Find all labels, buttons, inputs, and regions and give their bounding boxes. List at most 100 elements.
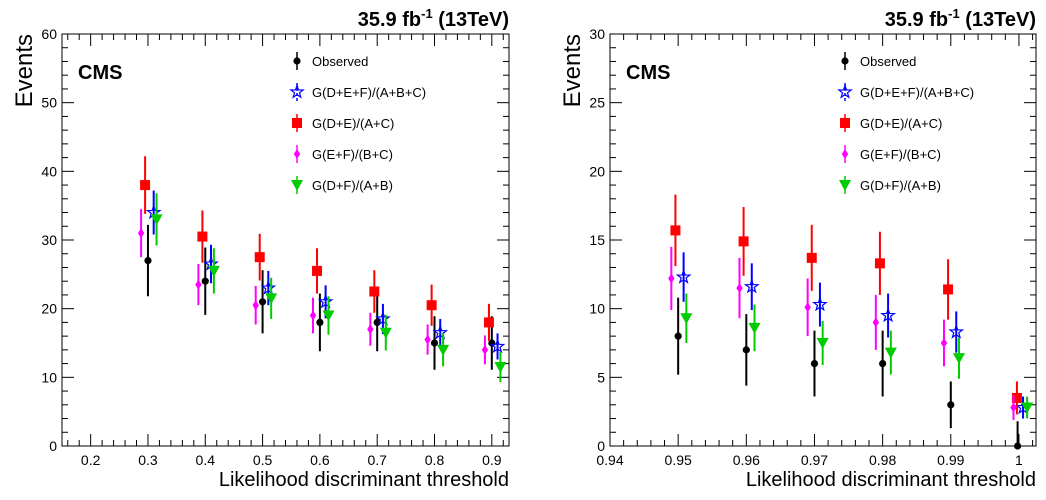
data-point [874,258,885,269]
data-point [483,317,494,328]
data-point [432,324,449,340]
data-point [806,252,817,263]
data-point [254,252,265,263]
series-de_ac [140,156,494,341]
legend-marker [839,180,851,191]
data-point [1011,392,1022,403]
data-point [748,322,761,334]
x-axis-label: Likelihood discriminant threshold [219,469,509,491]
legend-item-df_ab: G(D+F)/(A+B) [839,176,941,194]
series-observed [674,297,1022,450]
data-point [879,360,887,368]
series-total [675,252,1031,419]
series-ef_bc [137,209,489,365]
data-point [680,313,693,325]
plot-frame [61,33,510,447]
data-point [940,338,948,348]
data-point [252,300,259,311]
data-point [670,225,681,236]
data-point [312,265,323,276]
data-point [258,298,267,306]
legend-label: G(D+E+F)/(A+B+C) [860,85,974,100]
data-point [207,265,220,277]
x-tick-label: 0.3 [138,452,158,468]
series-observed [144,224,496,370]
legend-marker [841,149,849,159]
legend-label: G(D+E)/(A+C) [860,116,942,131]
data-point [197,231,208,242]
y-tick-label: 15 [589,232,605,248]
legend-item-de_ac: G(D+E)/(A+C) [840,114,942,132]
luminosity-label: 35.9 fb-1 (13TeV) [885,6,1036,31]
data-point [880,307,897,323]
data-point [375,310,391,326]
series-total [145,190,506,360]
legend: Observed G(D+E+F)/(A+B+C) G(D+E)/(A+C) G(E+… [289,52,426,194]
legend-item-ef_bc: G(E+F)/(B+C) [841,145,941,163]
legend-item-total: G(D+E+F)/(A+B+C) [837,83,974,101]
legend-marker [837,83,853,99]
data-point [816,338,829,349]
data-point [810,360,819,368]
x-tick-label: 0.7 [367,452,387,468]
legend-marker [291,180,303,191]
data-point [150,214,163,226]
lumi-exponent: -1 [421,6,433,21]
data-point [812,296,828,312]
data-point [316,318,324,326]
energy-label: (13TeV) [960,9,1036,31]
legend-item-observed: Observed [841,52,916,70]
y-tick-label: 20 [41,301,57,317]
series-ef_bc [668,246,1017,420]
lumi-exponent: -1 [948,6,960,21]
x-tick-label: 0.6 [310,452,330,468]
legend: Observed G(D+E+F)/(A+B+C) G(D+E)/(A+C) G(E+… [837,52,974,194]
x-tick-label: 0.2 [81,452,101,468]
legend-item-total: G(D+E+F)/(A+B+C) [289,83,426,101]
data-point [309,310,317,321]
data-point [317,293,334,309]
legend-label: G(E+F)/(B+C) [860,147,941,162]
legend-marker [292,118,302,128]
data-point [742,346,750,354]
data-point [804,302,811,313]
y-tick-label: 30 [589,26,605,42]
data-point [494,362,507,374]
data-point [437,344,450,356]
series-df_ab [680,293,1034,419]
data-point [675,268,692,284]
data-point [738,236,749,247]
data-point [952,353,965,365]
data-point [1021,402,1034,414]
data-point [743,278,760,294]
x-tick-label: 0.9 [482,452,502,468]
x-axis-label: Likelihood discriminant threshold [746,469,1036,491]
data-point [369,286,380,297]
legend-marker [289,83,305,99]
legend-marker [293,57,301,65]
data-point [367,324,374,335]
legend-label: G(D+F)/(A+B) [860,178,941,193]
x-tick-label: 0.4 [196,452,216,468]
data-point [668,273,675,284]
data-point [947,401,955,409]
legend-label: G(D+E)/(A+C) [312,116,394,131]
x-tick-label: 1 [1015,452,1023,468]
legend-marker [293,149,301,159]
legend-label: Observed [312,54,368,69]
y-tick-label: 20 [589,163,605,179]
legend-item-de_ac: G(D+E)/(A+C) [292,114,394,132]
legend-item-df_ab: G(D+F)/(A+B) [291,176,393,194]
x-tick-label: 0.94 [596,452,623,468]
y-tick-label: 50 [41,95,57,111]
y-tick-label: 5 [597,369,605,385]
y-tick-label: 25 [589,95,605,111]
data-point [943,284,954,295]
legend-label: G(D+F)/(A+B) [312,178,393,193]
cms-label: CMS [626,62,670,84]
series-df_ab [150,193,507,383]
data-point [872,317,880,328]
data-point [379,327,392,339]
data-point [489,338,506,354]
